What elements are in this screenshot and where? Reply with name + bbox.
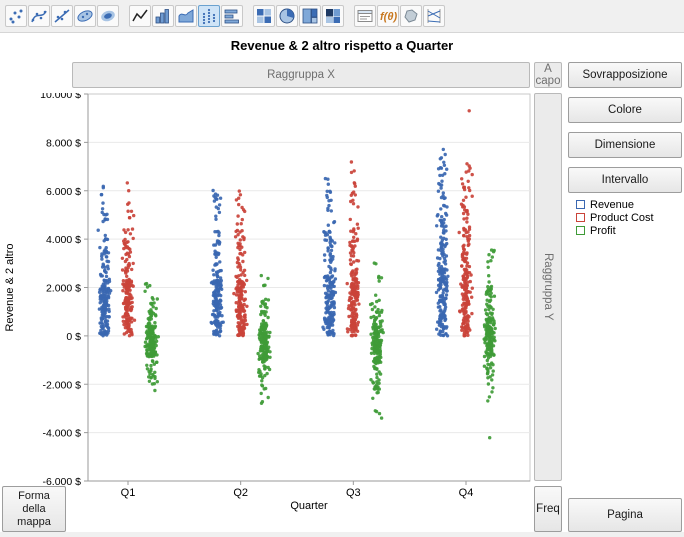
- svg-text:f(θ): f(θ): [380, 11, 397, 23]
- profit-marker-icon: [576, 226, 585, 235]
- dropzone-wrap[interactable]: A capo: [534, 62, 562, 88]
- legend-item-profit[interactable]: Profit: [576, 224, 654, 237]
- ellipse-icon[interactable]: [74, 5, 96, 27]
- legend-item-revenue[interactable]: Revenue: [576, 198, 654, 211]
- dropzone-group-x[interactable]: Raggruppa X: [72, 62, 530, 88]
- x-tick-label: Q2: [233, 487, 248, 499]
- map-shape-button[interactable]: Forma della mappa: [2, 486, 66, 532]
- y-tick-label: 2.000 $: [46, 283, 81, 295]
- legend-label: Profit: [590, 224, 616, 237]
- graph-builder-canvas: 10.000 $ 8.000 $ 6.000 $ 4.000 $ 2.000 $ 0 $ -…: [0, 58, 684, 532]
- line-chart-icon[interactable]: [129, 5, 151, 27]
- y-tick-label: -4.000 $: [42, 428, 81, 440]
- page-button[interactable]: Pagina: [568, 498, 682, 532]
- size-button[interactable]: Dimensione: [568, 132, 682, 158]
- product-cost-marker-icon: [576, 213, 585, 222]
- legend-label: Product Cost: [590, 211, 654, 224]
- color-button[interactable]: Colore: [568, 97, 682, 123]
- x-tick-label: Q1: [121, 487, 136, 499]
- x-tick-label: Q4: [459, 487, 474, 499]
- points-icon[interactable]: [5, 5, 27, 27]
- caption-box-icon[interactable]: [354, 5, 376, 27]
- area-chart-icon[interactable]: [175, 5, 197, 27]
- pie-icon[interactable]: [276, 5, 298, 27]
- formula-icon[interactable]: f(θ): [377, 5, 399, 27]
- dropzone-freq[interactable]: Freq: [534, 486, 562, 532]
- contour-icon[interactable]: [97, 5, 119, 27]
- overlay-button[interactable]: Sovrapposizione: [568, 62, 682, 88]
- dropzone-group-y[interactable]: Raggruppa Y: [534, 93, 562, 481]
- y-tick-label: 10.000 $: [40, 93, 81, 101]
- plot-svg[interactable]: 10.000 $ 8.000 $ 6.000 $ 4.000 $ 2.000 $ 0 $ -…: [0, 93, 534, 523]
- heatmap-icon[interactable]: [253, 5, 275, 27]
- legend-label: Revenue: [590, 198, 635, 211]
- y-tick-label: -6.000 $: [42, 476, 81, 488]
- page-title: Revenue & 2 altro rispetto a Quarter: [0, 33, 684, 58]
- parallel-plot-icon[interactable]: [423, 5, 445, 27]
- y-tick-label: 4.000 $: [46, 234, 81, 246]
- horizontal-bars-icon[interactable]: [221, 5, 243, 27]
- bar-chart-icon[interactable]: [152, 5, 174, 27]
- treemap-icon[interactable]: [299, 5, 321, 27]
- smoother-icon[interactable]: [28, 5, 50, 27]
- chart-type-toolbar: f(θ): [0, 0, 684, 33]
- y-tick-label: 8.000 $: [46, 137, 81, 149]
- data-points: [96, 109, 497, 440]
- x-tick-label: Q3: [346, 487, 361, 499]
- legend: Revenue Product Cost Profit: [576, 198, 654, 237]
- points-jitter-icon[interactable]: [198, 5, 220, 27]
- line-of-fit-icon[interactable]: [51, 5, 73, 27]
- interval-button[interactable]: Intervallo: [568, 167, 682, 193]
- y-axis-title: Revenue & 2 altro: [4, 243, 16, 331]
- map-shapes-icon[interactable]: [400, 5, 422, 27]
- mosaic-icon[interactable]: [322, 5, 344, 27]
- y-tick-label: 0 $: [66, 331, 81, 343]
- y-tick-label: 6.000 $: [46, 186, 81, 198]
- revenue-marker-icon: [576, 200, 585, 209]
- legend-item-product-cost[interactable]: Product Cost: [576, 211, 654, 224]
- y-tick-label: -2.000 $: [42, 379, 81, 391]
- x-axis-title: Quarter: [290, 500, 328, 512]
